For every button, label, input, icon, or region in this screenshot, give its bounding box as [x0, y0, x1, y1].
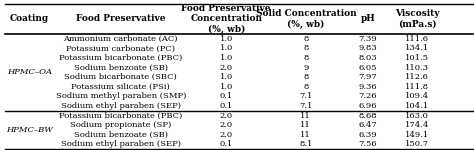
Text: Solid Concentration
(%, wb): Solid Concentration (%, wb) [255, 9, 356, 29]
Text: 2.0: 2.0 [219, 131, 233, 139]
Text: 0.1: 0.1 [219, 140, 233, 148]
Text: 8.1: 8.1 [299, 140, 312, 148]
Text: Sodium ethyl paraben (SEP): Sodium ethyl paraben (SEP) [61, 140, 181, 148]
Text: 9.36: 9.36 [359, 83, 377, 91]
Text: 111.8: 111.8 [405, 83, 429, 91]
Text: 8.03: 8.03 [359, 54, 377, 62]
Text: 174.4: 174.4 [405, 121, 429, 129]
Text: 11: 11 [301, 131, 311, 139]
Text: 8: 8 [303, 73, 309, 81]
Text: Sodium benzoate (SB): Sodium benzoate (SB) [74, 131, 168, 139]
Text: HPMC–OA: HPMC–OA [7, 68, 52, 76]
Text: Coating: Coating [10, 14, 49, 23]
Text: Sodium propionate (SP): Sodium propionate (SP) [70, 121, 172, 129]
Text: 0.1: 0.1 [219, 102, 233, 110]
Text: 6.96: 6.96 [359, 102, 377, 110]
Text: 150.7: 150.7 [405, 140, 429, 148]
Text: 104.1: 104.1 [405, 102, 429, 110]
Text: Sodium ethyl paraben (SEP): Sodium ethyl paraben (SEP) [61, 102, 181, 110]
Text: 7.26: 7.26 [359, 92, 377, 100]
Text: 2.0: 2.0 [219, 112, 233, 120]
Text: Potassium carbonate (PC): Potassium carbonate (PC) [66, 45, 175, 52]
Text: Potassium bicarbonate (PBC): Potassium bicarbonate (PBC) [59, 112, 182, 120]
Text: Sodium methyl paraben (SMP): Sodium methyl paraben (SMP) [55, 92, 186, 100]
Text: Viscosity
(mPa.s): Viscosity (mPa.s) [395, 9, 439, 28]
Text: 11: 11 [301, 112, 311, 120]
Text: 7.1: 7.1 [299, 102, 312, 110]
Text: 109.4: 109.4 [405, 92, 429, 100]
Text: 2.0: 2.0 [219, 121, 233, 129]
Text: 7.56: 7.56 [359, 140, 377, 148]
Text: 112.6: 112.6 [405, 73, 429, 81]
Text: 11: 11 [301, 121, 311, 129]
Text: 1.0: 1.0 [219, 45, 233, 52]
Text: 7.97: 7.97 [358, 73, 377, 81]
Text: Potassium bicarbonate (PBC): Potassium bicarbonate (PBC) [59, 54, 182, 62]
Text: Sodium bicarbonate (SBC): Sodium bicarbonate (SBC) [64, 73, 177, 81]
Text: 8: 8 [303, 54, 309, 62]
Text: 163.0: 163.0 [405, 112, 429, 120]
Text: 1.0: 1.0 [219, 73, 233, 81]
Text: 8: 8 [303, 35, 309, 43]
Text: 8: 8 [303, 83, 309, 91]
Text: 8.68: 8.68 [359, 112, 377, 120]
Text: 6.05: 6.05 [359, 64, 377, 72]
Text: 6.39: 6.39 [359, 131, 377, 139]
Text: 134.1: 134.1 [405, 45, 429, 52]
Text: Food Preservative
Concentration
(%, wb): Food Preservative Concentration (%, wb) [182, 4, 271, 34]
Text: 111.6: 111.6 [405, 35, 429, 43]
Text: 1.0: 1.0 [219, 83, 233, 91]
Text: Potassium silicate (PSi): Potassium silicate (PSi) [72, 83, 170, 91]
Text: Food Preservative: Food Preservative [76, 14, 165, 23]
Text: 110.3: 110.3 [405, 64, 429, 72]
Text: Ammonium carbonate (AC): Ammonium carbonate (AC) [64, 35, 178, 43]
Text: 0.1: 0.1 [219, 92, 233, 100]
Text: 8: 8 [303, 45, 309, 52]
Text: 101.5: 101.5 [405, 54, 429, 62]
Text: pH: pH [361, 14, 375, 23]
Text: 6.47: 6.47 [358, 121, 377, 129]
Text: 1.0: 1.0 [219, 54, 233, 62]
Text: 9: 9 [303, 64, 309, 72]
Text: 149.1: 149.1 [405, 131, 429, 139]
Text: HPMC–BW: HPMC–BW [6, 126, 53, 134]
Text: 7.1: 7.1 [299, 92, 312, 100]
Text: Sodium benzoate (SB): Sodium benzoate (SB) [74, 64, 168, 72]
Text: 2.0: 2.0 [219, 64, 233, 72]
Text: 1.0: 1.0 [219, 35, 233, 43]
Text: 7.39: 7.39 [358, 35, 377, 43]
Text: 9.83: 9.83 [358, 45, 377, 52]
